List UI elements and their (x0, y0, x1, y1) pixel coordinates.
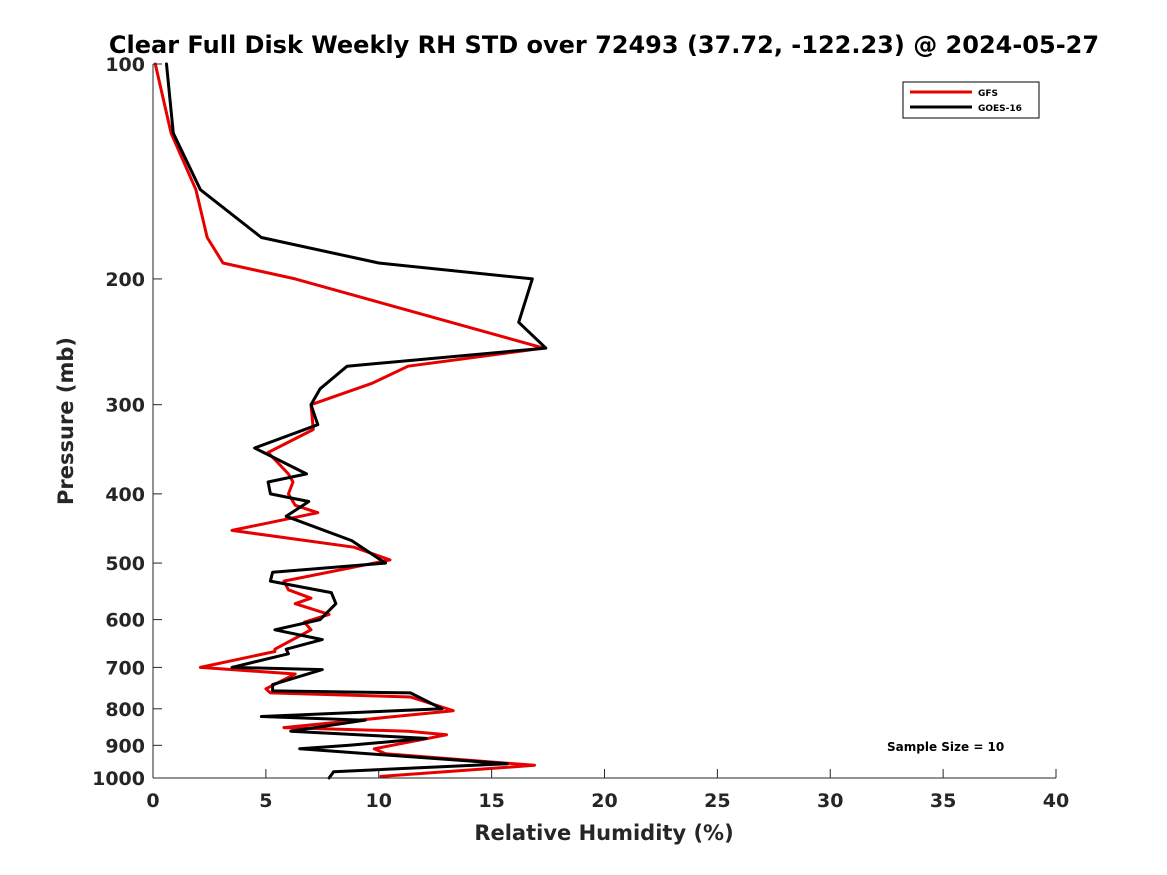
x-tick-label: 15 (478, 790, 504, 812)
legend-box (902, 81, 1040, 119)
x-tick-label: 25 (704, 790, 730, 812)
series-line-gfs (153, 62, 545, 778)
x-tick-label: 30 (817, 790, 843, 812)
plot-area (153, 62, 548, 780)
x-tick-label: 5 (259, 790, 272, 812)
legend-label-gfs: GFS (978, 89, 998, 99)
x-tick-label: 20 (591, 790, 617, 812)
y-tick-label: 100 (105, 54, 145, 76)
axes: 0 5 10 15 20 25 30 35 40 100 200 300 400 500 600 700 800… (92, 54, 1069, 812)
y-tick-label: 500 (105, 553, 145, 575)
y-tick-label: 1000 (92, 768, 145, 790)
x-tick-label: 40 (1043, 790, 1069, 812)
sample-size-annotation: Sample Size = 10 (887, 740, 1004, 754)
y-tick-label: 600 (105, 610, 145, 632)
legend: GFS GOES-16 (902, 81, 1040, 119)
x-tick-label: 35 (930, 790, 956, 812)
x-axis-label: Relative Humidity (%) (474, 821, 733, 845)
y-tick-label: 800 (105, 699, 145, 721)
series-line-goes16 (165, 62, 548, 780)
chart-title: Clear Full Disk Weekly RH STD over 72493… (109, 31, 1099, 59)
x-tick-label: 10 (366, 790, 392, 812)
y-tick-label: 300 (105, 395, 145, 417)
y-tick-label: 400 (105, 484, 145, 506)
y-tick-label: 200 (105, 269, 145, 291)
y-tick-label: 700 (105, 657, 145, 679)
y-axis-label: Pressure (mb) (54, 337, 78, 505)
x-tick-label: 0 (146, 790, 159, 812)
legend-label-goes16: GOES-16 (978, 104, 1022, 114)
y-tick-label: 900 (105, 735, 145, 757)
